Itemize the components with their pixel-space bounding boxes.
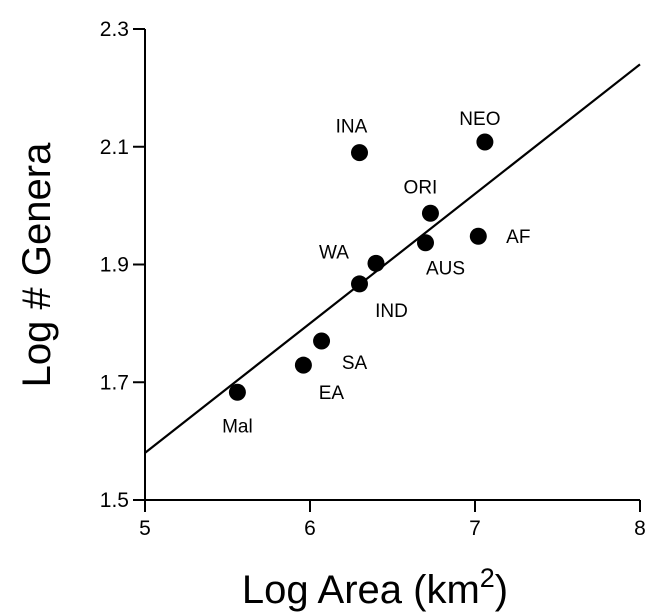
x-axis-label-close: )	[495, 568, 508, 612]
data-point-ori	[421, 204, 439, 222]
point-label-ea: EA	[319, 383, 345, 404]
point-labels: Mal EA SA IND WA INA AUS ORI AF NEO	[222, 109, 530, 437]
y-tick-label: 2.3	[100, 18, 129, 41]
data-points	[228, 133, 494, 401]
point-label-ind: IND	[375, 301, 408, 322]
point-label-af: AF	[506, 227, 530, 248]
point-label-sa: SA	[342, 353, 368, 374]
data-point-aus	[417, 234, 434, 252]
data-point-ind	[351, 275, 368, 293]
data-point-mal	[228, 383, 246, 401]
x-axis-label-superscript: 2	[480, 563, 495, 593]
data-point-wa	[367, 254, 385, 272]
y-tick-label: 1.5	[100, 489, 129, 512]
regression-line	[144, 63, 641, 454]
data-point-ea	[294, 356, 312, 374]
point-label-neo: NEO	[459, 109, 500, 130]
point-label-ina: INA	[336, 117, 368, 138]
y-tick-label: 1.9	[100, 254, 129, 277]
ticks: 5 6 7 8 1.5 1.7 1.9 2.1 2.3	[100, 18, 645, 540]
y-tick-label: 2.1	[100, 136, 129, 159]
data-point-af	[469, 227, 487, 245]
y-axis-label: Log # Genera	[15, 142, 59, 387]
fit-line-group	[144, 63, 641, 454]
data-point-ina	[351, 144, 368, 162]
x-tick-label: 7	[469, 517, 481, 540]
x-tick-label: 8	[634, 517, 645, 540]
y-tick-label: 1.7	[100, 371, 129, 394]
x-axis-label-main: Log Area (km	[242, 568, 480, 612]
x-axis-label: Log Area (km2)	[242, 563, 508, 612]
axes	[144, 29, 640, 501]
data-point-neo	[476, 133, 494, 151]
x-tick-label: 5	[139, 517, 151, 540]
point-label-aus: AUS	[426, 259, 465, 280]
point-label-wa: WA	[319, 242, 349, 263]
point-label-ori: ORI	[404, 177, 438, 198]
x-tick-label: 6	[304, 517, 316, 540]
data-point-sa	[313, 332, 331, 350]
point-label-mal: Mal	[222, 416, 253, 437]
